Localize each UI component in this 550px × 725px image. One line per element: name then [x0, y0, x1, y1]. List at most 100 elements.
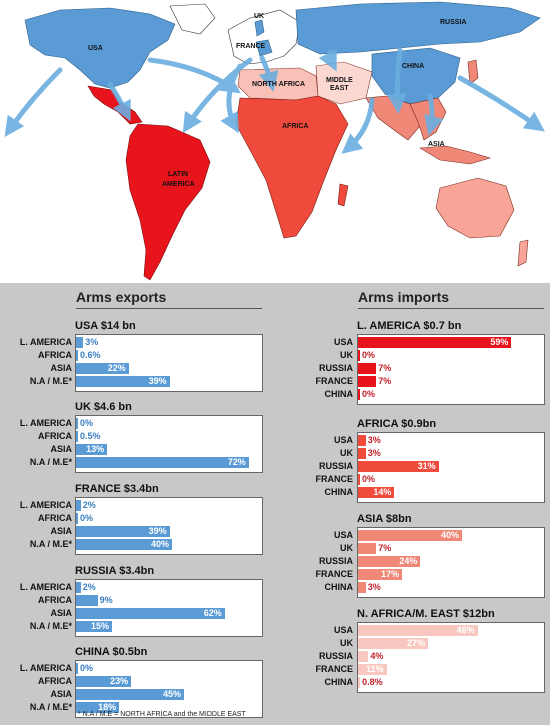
category-label: ASIA: [50, 363, 72, 373]
bar: [358, 376, 377, 387]
region-madagascar: [337, 183, 349, 207]
region-indonesia: [419, 145, 492, 165]
bar: [76, 621, 112, 632]
category-label: ASIA: [50, 608, 72, 618]
map-label-middle-east-2: EAST: [330, 85, 349, 92]
bar: [358, 651, 369, 662]
category-label: L. AMERICA: [19, 582, 72, 592]
map-label-france: FRANCE: [236, 43, 265, 50]
region-uk: [254, 19, 265, 37]
bar: [76, 689, 184, 700]
imports-title-rule: [358, 308, 544, 309]
arrow-usa-west: [4, 67, 63, 137]
region-russia: [295, 1, 541, 55]
bar: [358, 337, 512, 348]
bar-value-label: 46%: [456, 625, 475, 635]
bar: [358, 625, 478, 636]
bar: [358, 448, 366, 459]
region-north-america: [24, 7, 176, 89]
region-new-zealand: [517, 239, 529, 267]
bar-value-label: 13%: [86, 444, 105, 454]
bar: [76, 444, 108, 455]
world-map-svg: USA UK FRANCE RUSSIA CHINA NORTH AFRICA …: [4, 1, 545, 281]
bar-value-label: 39%: [148, 376, 167, 386]
bar-value-label: 0.8%: [362, 677, 383, 687]
region-south-america: [125, 123, 211, 281]
bar-value-label: 4%: [370, 651, 384, 661]
bar-value-label: 22%: [107, 363, 126, 373]
bar-value-label: 3%: [85, 337, 99, 347]
footnote: * N.A / M.E = NORTH AFRICA and the MIDDL…: [78, 711, 246, 718]
bar: [76, 676, 132, 687]
bar-value-label: 62%: [203, 608, 222, 618]
category-label: AFRICA: [38, 513, 72, 523]
bar: [76, 457, 249, 468]
region-china: [371, 47, 461, 105]
bar: [358, 677, 361, 688]
bar-value-label: 40%: [150, 539, 169, 549]
chart-title: N. AFRICA/M. EAST $12bn: [357, 608, 495, 620]
category-label: UK: [340, 543, 353, 553]
bar: [358, 435, 366, 446]
map-label-north-africa: NORTH AFRICA: [252, 81, 305, 88]
map-label-asia: ASIA: [428, 141, 445, 148]
bar: [358, 638, 429, 649]
bar-value-label: 45%: [162, 689, 181, 699]
map-label-usa: USA: [88, 45, 103, 52]
category-label: RUSSIA: [318, 363, 353, 373]
category-label: RUSSIA: [318, 651, 353, 661]
category-label: ASIA: [50, 526, 72, 536]
bar: [358, 582, 366, 593]
bar: [76, 337, 84, 348]
bar: [358, 350, 360, 361]
category-label: USA: [333, 337, 353, 347]
bar-value-label: 9%: [99, 595, 113, 605]
category-label: L. AMERICA: [19, 500, 72, 510]
bar-value-label: 2%: [82, 500, 96, 510]
bar-value-label: 3%: [367, 435, 381, 445]
bar: [358, 569, 403, 580]
bar-value-label: 0%: [362, 474, 376, 484]
bar-value-label: 0%: [80, 663, 94, 673]
category-label: N.A / M.E*: [29, 376, 72, 386]
bar-value-label: 3%: [367, 448, 381, 458]
bar: [358, 664, 387, 675]
category-label: ASIA: [50, 689, 72, 699]
bar: [76, 663, 78, 674]
chart-title: ASIA $8bn: [357, 513, 412, 525]
exports-column-title: Arms exports: [76, 289, 167, 305]
arrow-russia-me: [318, 49, 337, 72]
arrow-asia-east: [341, 97, 375, 154]
category-label: CHINA: [324, 487, 354, 497]
category-label: AFRICA: [38, 350, 72, 360]
bar-value-label: 27%: [407, 638, 426, 648]
arrow-china-east: [457, 75, 545, 132]
bar: [76, 702, 120, 713]
arrow-russia-asia: [387, 47, 407, 114]
map-label-latin-america-1: LATIN: [168, 171, 188, 178]
bar-value-label: 14%: [373, 487, 392, 497]
category-label: FRANCE: [315, 474, 354, 484]
world-map: USA UK FRANCE RUSSIA CHINA NORTH AFRICA …: [0, 0, 550, 283]
category-label: L. AMERICA: [19, 663, 72, 673]
bar-value-label: 24%: [399, 556, 418, 566]
category-label: N.A / M.E*: [29, 457, 72, 467]
arrow-europe-africa: [258, 55, 279, 92]
bar: [358, 389, 360, 400]
category-label: USA: [333, 435, 353, 445]
bar-value-label: 0%: [362, 389, 376, 399]
exports-title-rule: [76, 308, 262, 309]
category-label: FRANCE: [315, 569, 354, 579]
bar: [76, 526, 170, 537]
bar: [76, 513, 78, 524]
bar-value-label: 2%: [82, 582, 96, 592]
bar: [76, 582, 81, 593]
category-label: USA: [333, 530, 353, 540]
category-label: N.A / M.E*: [29, 539, 72, 549]
bar: [76, 595, 98, 606]
category-label: N.A / M.E*: [29, 702, 72, 712]
bar: [358, 363, 377, 374]
bar-value-label: 72%: [227, 457, 246, 467]
region-europe: [227, 9, 301, 65]
chart-title: UK $4.6 bn: [75, 401, 132, 413]
